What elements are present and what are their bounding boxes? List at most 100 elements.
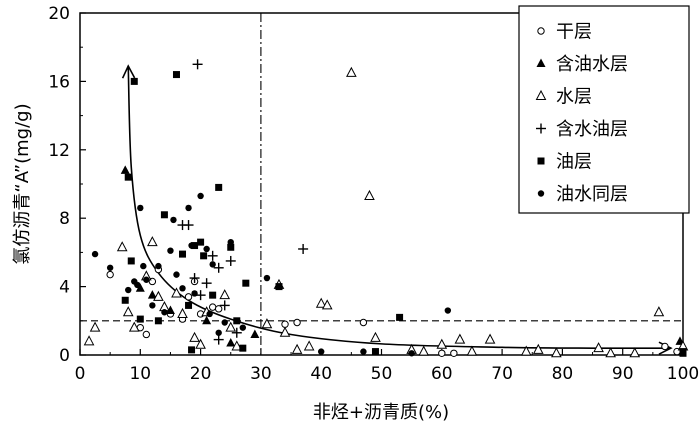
legend-box xyxy=(518,5,690,214)
marker-shape xyxy=(242,279,250,287)
marker-shape xyxy=(418,345,430,356)
data-point-series-5 xyxy=(197,192,204,200)
marker-shape xyxy=(142,330,151,339)
data-point-series-4 xyxy=(185,301,193,309)
marker-shape xyxy=(155,262,162,270)
data-point-series-3 xyxy=(231,327,242,338)
data-point-series-2 xyxy=(83,335,95,346)
marker-shape xyxy=(161,309,168,316)
data-point-series-4 xyxy=(275,283,283,291)
marker-shape xyxy=(122,306,134,317)
marker-shape xyxy=(214,305,223,313)
data-point-series-4 xyxy=(188,346,196,354)
marker-shape xyxy=(202,315,212,325)
marker-shape xyxy=(653,306,665,317)
data-point-series-5 xyxy=(179,285,186,292)
data-point-series-5 xyxy=(318,348,325,355)
data-point-series-2 xyxy=(128,321,140,332)
data-point-series-5 xyxy=(206,310,213,318)
marker-shape xyxy=(537,190,545,197)
data-point-series-4 xyxy=(227,243,235,251)
marker-shape xyxy=(436,338,448,349)
marker-shape xyxy=(147,290,157,299)
y-tick-label: 4 xyxy=(59,278,70,298)
data-point-series-2 xyxy=(195,338,206,349)
marker-shape xyxy=(91,250,99,258)
y-axis: 0 4 8 12 16 20 xyxy=(48,4,86,366)
marker-shape xyxy=(106,270,114,279)
marker-shape xyxy=(279,326,291,337)
data-point-series-0 xyxy=(438,349,446,357)
x-tick-label: 90 xyxy=(612,364,634,384)
marker-shape xyxy=(128,321,140,332)
marker-shape xyxy=(226,338,236,347)
data-point-series-5 xyxy=(215,329,222,336)
data-point-series-0 xyxy=(281,320,289,328)
marker-shape xyxy=(551,347,562,358)
marker-shape xyxy=(200,252,208,260)
data-points xyxy=(83,59,689,358)
data-point-series-2 xyxy=(593,342,604,353)
data-point-series-4 xyxy=(239,344,247,352)
data-point-series-0 xyxy=(142,330,151,339)
marker-shape xyxy=(135,283,145,292)
marker-shape xyxy=(231,340,243,351)
data-point-series-5 xyxy=(134,281,141,289)
data-point-series-2 xyxy=(261,318,273,329)
marker-shape xyxy=(160,211,168,219)
marker-shape xyxy=(679,349,687,357)
marker-shape xyxy=(170,216,177,224)
data-point-series-0 xyxy=(450,349,458,357)
marker-shape xyxy=(197,238,205,246)
marker-shape xyxy=(303,340,315,351)
data-point-series-5 xyxy=(137,204,144,212)
data-point-series-2 xyxy=(454,333,466,344)
legend-marker-5 xyxy=(537,190,545,197)
data-point-series-4 xyxy=(396,313,404,321)
marker-shape xyxy=(124,173,132,181)
data-point-series-4 xyxy=(233,317,241,325)
marker-shape xyxy=(396,313,404,321)
data-point-series-3 xyxy=(219,300,230,311)
data-point-series-3 xyxy=(183,220,194,231)
data-point-series-3 xyxy=(298,243,309,254)
legend-label-5: 油水同层 xyxy=(556,184,628,205)
data-point-series-0 xyxy=(106,270,114,279)
data-point-series-4 xyxy=(197,238,205,246)
marker-shape xyxy=(281,320,289,328)
marker-shape xyxy=(227,238,234,246)
data-point-series-5 xyxy=(221,319,228,326)
marker-shape xyxy=(185,204,192,212)
marker-shape xyxy=(143,276,150,283)
marker-shape xyxy=(359,318,368,327)
data-point-series-2 xyxy=(291,343,303,354)
legend-label-3: 含水油层 xyxy=(556,119,628,140)
data-point-series-3 xyxy=(213,334,224,345)
marker-shape xyxy=(203,245,210,253)
x-axis-title: 非烃+沥青质(%) xyxy=(313,402,449,423)
marker-shape xyxy=(127,257,135,265)
data-point-series-2 xyxy=(551,347,562,358)
data-point-series-4 xyxy=(160,211,168,219)
marker-shape xyxy=(209,261,216,268)
data-point-series-2 xyxy=(219,289,231,300)
data-point-series-0 xyxy=(661,342,669,351)
legend-marker-3 xyxy=(536,123,546,134)
marker-shape xyxy=(275,283,283,291)
data-point-series-5 xyxy=(143,276,150,283)
x-tick-label: 30 xyxy=(250,364,272,384)
marker-shape xyxy=(360,348,367,355)
marker-shape xyxy=(179,285,186,292)
data-point-series-5 xyxy=(263,274,271,282)
data-point-series-1 xyxy=(226,338,236,347)
marker-shape xyxy=(149,302,156,309)
data-point-series-2 xyxy=(89,321,101,332)
data-point-series-5 xyxy=(239,324,247,331)
marker-shape xyxy=(89,321,101,332)
marker-shape xyxy=(195,338,206,349)
marker-shape xyxy=(121,296,129,304)
data-point-series-1 xyxy=(120,165,130,174)
legend-label-2: 水层 xyxy=(556,87,592,108)
marker-shape xyxy=(239,344,247,352)
legend-marker-4 xyxy=(537,157,545,165)
